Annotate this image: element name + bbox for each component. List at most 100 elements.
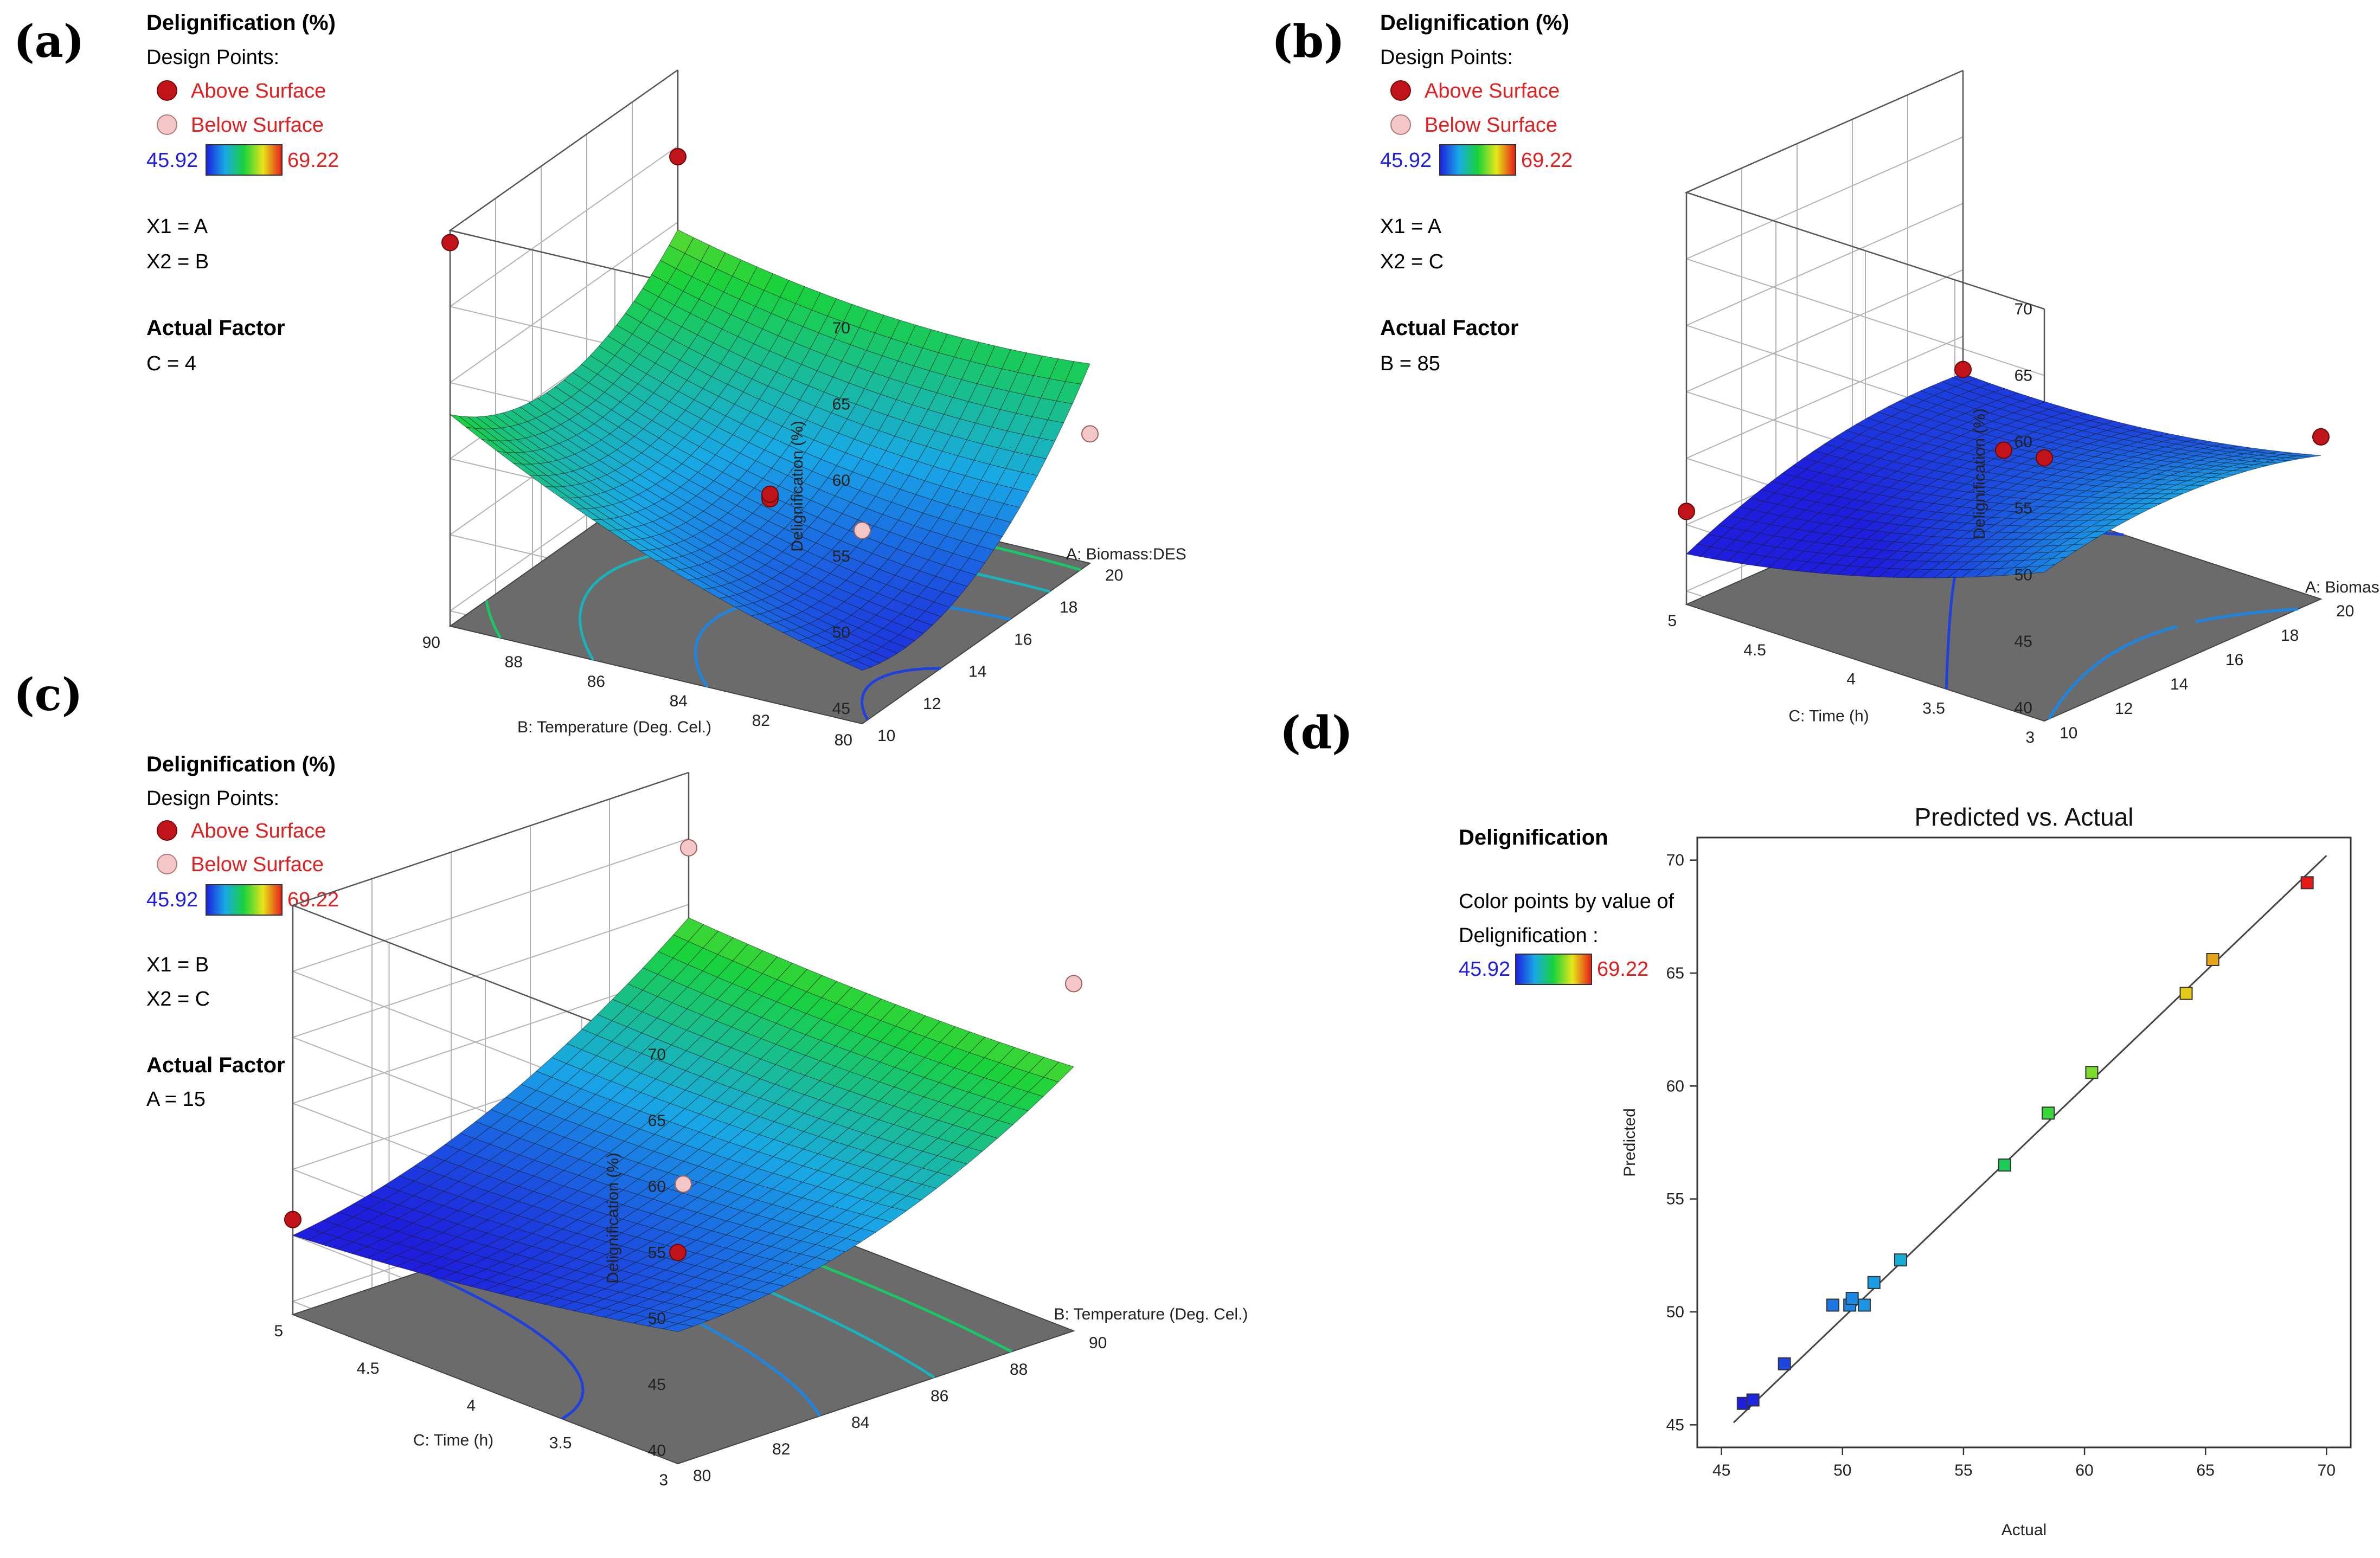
back-wall-gridline-z — [1686, 136, 1964, 260]
back-wall-gridline-z — [292, 838, 689, 972]
legend-d-line1: Color points by value of — [1459, 890, 1675, 913]
response-surface — [1685, 373, 2321, 578]
scatter-point — [2085, 1066, 2099, 1079]
x-tick-label: 45 — [1712, 1462, 1730, 1479]
legend-a-above-marker — [157, 80, 177, 101]
legend-c-actual-factor: Actual Factor — [146, 1053, 285, 1077]
legend-c-above-label: Above Surface — [191, 820, 326, 842]
y-tick-label: 84 — [670, 692, 688, 710]
design-point-below-surface — [680, 839, 697, 857]
y-tick-label: 88 — [505, 653, 523, 671]
z-tick-label: 60 — [2015, 433, 2032, 451]
legend-a-actual-factor: Actual Factor — [146, 316, 285, 340]
y-tick-label: 80 — [835, 731, 852, 749]
design-point-below-surface — [1065, 975, 1082, 993]
floor-contour-line — [2048, 608, 2298, 720]
design-point-above-surface — [1678, 503, 1695, 520]
z-tick-label: 70 — [832, 319, 850, 337]
x-tick-label: 16 — [1014, 630, 1032, 648]
legend-a-title: Delignification (%) — [146, 11, 336, 35]
floor-contour-line — [421, 1270, 585, 1420]
y-tick-label: 82 — [752, 712, 770, 730]
y-tick-label: 3 — [659, 1471, 668, 1489]
z-axis-title: Delignification (%) — [788, 421, 806, 552]
z-tick-label: 60 — [832, 472, 850, 490]
reference-line — [1733, 855, 2327, 1424]
x-tick-label: 16 — [2225, 651, 2243, 669]
back-wall-gridline-z — [1686, 203, 1964, 326]
surface-facet — [662, 1323, 695, 1332]
z-tick-label: 70 — [2015, 300, 2032, 318]
surface-plot-c: 40 45 50 55 60 65 70 80 82 84 86 88 90 3 3.5 4 4.5 5 Delig… — [274, 771, 1248, 1489]
chart-title: Predicted vs. Actual — [1915, 803, 2134, 831]
floor-contour-line — [861, 667, 941, 721]
x-tick-label: 10 — [2060, 724, 2077, 742]
legend-c-colorbar-min: 45.92 — [146, 889, 198, 911]
legend-b-above-label: Above Surface — [1425, 80, 1560, 102]
z-tick-label: 65 — [648, 1112, 666, 1130]
design-point-above-surface — [669, 148, 687, 166]
legend-c-below-label: Below Surface — [191, 853, 324, 876]
legend-d-colorbar — [1515, 954, 1592, 985]
legend-a-design-points: Design Points: — [146, 46, 279, 69]
legend-c-colorbar — [206, 884, 283, 916]
legend-a-colorbar-max: 69.22 — [287, 149, 339, 172]
x-tick-label: 80 — [693, 1467, 711, 1485]
legend-b-actual-factor: Actual Factor — [1380, 316, 1519, 340]
panel-label-d: (d) — [1280, 707, 1353, 759]
legend-c-x2: X2 = C — [146, 988, 210, 1010]
design-point-above-surface — [669, 1244, 687, 1261]
design-point-above-surface — [284, 1211, 301, 1228]
z-tick-label: 70 — [648, 1046, 666, 1064]
z-tick-label: 50 — [2015, 566, 2032, 584]
scatter-point — [1998, 1158, 2011, 1172]
x-axis-title: A: Biomass:DES — [1066, 545, 1186, 563]
x-tick-label: 50 — [1833, 1462, 1851, 1479]
x-tick-label: 14 — [968, 663, 986, 681]
surface-plot-a: 45 50 55 60 65 70 10 12 14 16 18 20 80 82 84 86 88 90 Deli… — [422, 69, 1186, 749]
x-tick-label: 18 — [1060, 598, 1077, 616]
y-tick-label: 60 — [1666, 1077, 1684, 1095]
x-tick-label: 88 — [1010, 1361, 1028, 1379]
y-tick-label: 5 — [274, 1322, 283, 1340]
z-tick-label: 50 — [832, 624, 850, 642]
y-axis-title: B: Temperature (Deg. Cel.) — [517, 718, 711, 736]
legend-a-x1: X1 = A — [146, 215, 208, 238]
y-tick-label: 4.5 — [357, 1360, 380, 1377]
design-point-above-surface — [1995, 441, 2012, 459]
z-tick-label: 45 — [2015, 633, 2032, 651]
response-surface — [292, 917, 1074, 1332]
legend-b-factor-value: B = 85 — [1380, 352, 1440, 375]
x-axis-title: B: Temperature (Deg. Cel.) — [1054, 1305, 1248, 1323]
x-axis-title: A: Biomass:DES — [2305, 578, 2380, 596]
panel-label-a: (a) — [14, 16, 85, 68]
legend-a-colorbar-min: 45.92 — [146, 149, 198, 172]
scatter-point — [1826, 1298, 1839, 1312]
z-tick-label: 45 — [648, 1376, 666, 1394]
scatter-point — [1746, 1393, 1760, 1407]
surface-facet — [2029, 564, 2056, 574]
design-point-above-surface — [2036, 449, 2053, 467]
z-axis-title: Delignification (%) — [604, 1153, 622, 1284]
x-tick-label: 12 — [923, 695, 941, 713]
design-point-above-surface — [441, 234, 459, 252]
y-tick-label: 86 — [587, 673, 605, 691]
x-tick-label: 86 — [931, 1387, 948, 1405]
y-axis-title: C: Time (h) — [413, 1432, 493, 1450]
scatter-point — [1778, 1357, 1791, 1370]
scatter-point — [1857, 1298, 1871, 1312]
back-wall-gridline-z — [450, 221, 678, 383]
legend-b: Delignification (%) Design Points: Above… — [1380, 11, 1573, 375]
z-tick-label: 55 — [648, 1244, 666, 1261]
x-axis-title: Actual — [2001, 1521, 2047, 1539]
z-tick-label: 40 — [648, 1442, 666, 1460]
scatter-plot-d: Predicted vs. Actual 45 50 55 60 65 70 45 50 55 60… — [1621, 803, 2352, 1539]
legend-b-colorbar — [1439, 144, 1516, 176]
y-tick-label: 4 — [466, 1397, 476, 1415]
legend-c-x1: X1 = B — [146, 954, 209, 976]
y-tick-label: 3 — [2025, 729, 2035, 746]
x-tick-label: 12 — [2115, 700, 2133, 718]
y-tick-label: 4.5 — [1743, 641, 1766, 659]
y-tick-label: 55 — [1666, 1190, 1684, 1208]
